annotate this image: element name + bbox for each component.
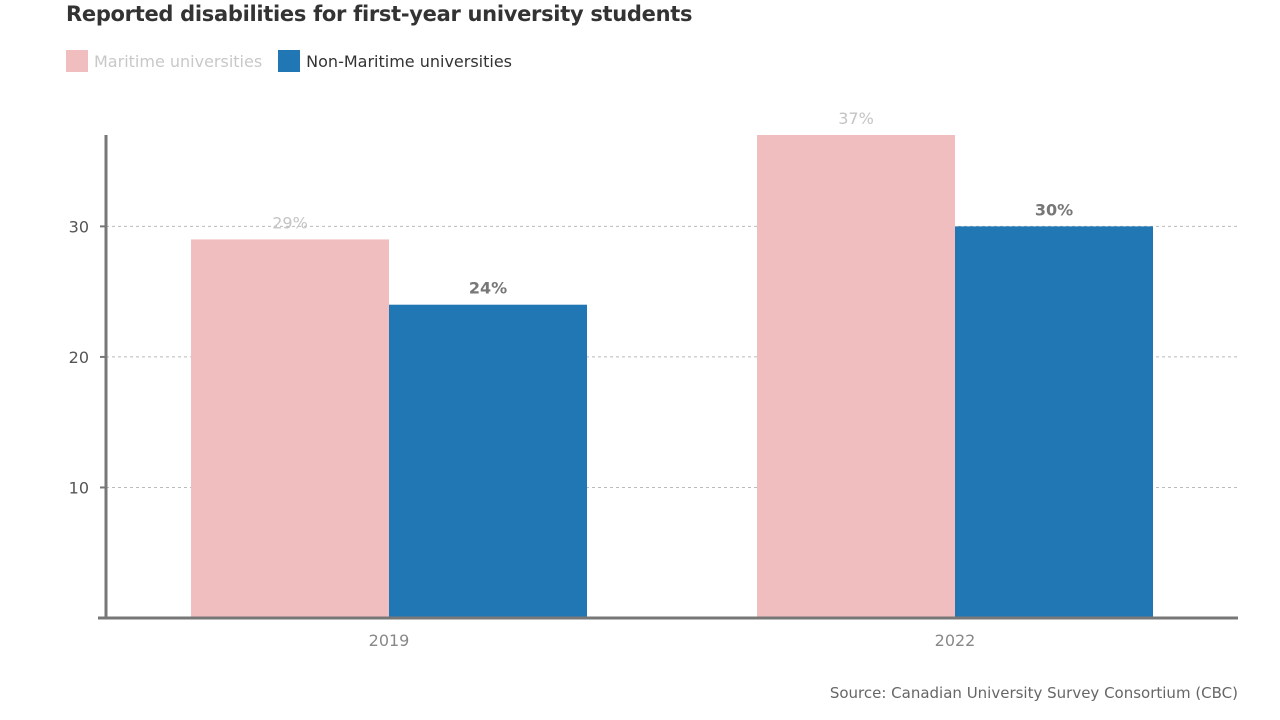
data-label: 30% — [1035, 200, 1073, 219]
y-tick-label: 10 — [69, 478, 89, 497]
data-label: 24% — [469, 279, 507, 298]
bar — [191, 239, 389, 618]
bar — [955, 226, 1153, 619]
legend-label-non-maritime: Non-Maritime universities — [306, 51, 513, 71]
y-tick-label: 30 — [69, 217, 89, 236]
legend-swatch-maritime — [66, 50, 88, 72]
data-label: 29% — [272, 213, 308, 232]
legend-label-maritime: Maritime universities — [94, 51, 263, 71]
data-label: 37% — [838, 109, 874, 128]
chart-title: Reported disabilities for first-year uni… — [66, 2, 693, 26]
legend-swatch-non-maritime — [278, 50, 301, 72]
x-tick-label: 2019 — [369, 631, 410, 650]
bar — [389, 304, 587, 618]
y-tick-label: 20 — [69, 348, 89, 367]
legend: Maritime universities Non-Maritime unive… — [66, 50, 528, 72]
legend-item-maritime[interactable]: Maritime universities — [66, 50, 262, 72]
bar — [757, 135, 955, 618]
source-note: Source: Canadian University Survey Conso… — [829, 684, 1238, 702]
x-tick-label: 2022 — [935, 631, 976, 650]
legend-item-non-maritime[interactable]: Non-Maritime universities — [278, 50, 512, 72]
